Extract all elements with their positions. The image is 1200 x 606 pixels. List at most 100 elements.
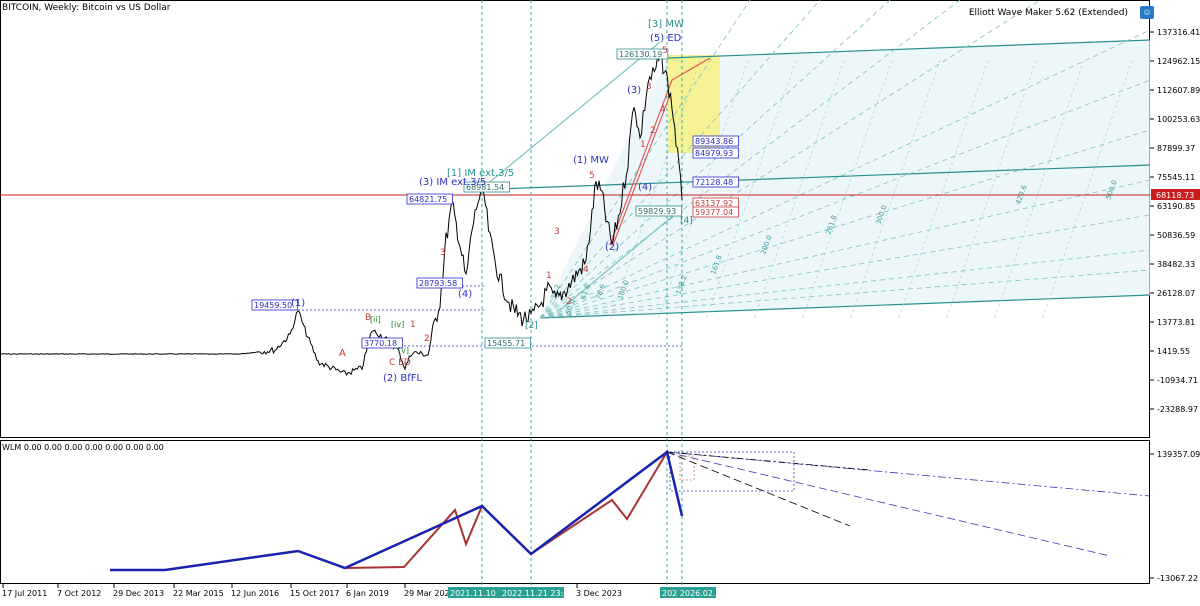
wave-label: 3: [646, 82, 652, 92]
price-label-box: [361, 337, 403, 349]
wave-label: [4]: [680, 216, 693, 226]
fan-line: [539, 129, 1151, 319]
wave-label: (2) BfFL: [383, 373, 422, 384]
wave-label: 3: [440, 248, 446, 258]
channel-bottom-line: [539, 294, 1151, 319]
wlm-blue-line: [110, 449, 684, 572]
wlm-red-line: [110, 449, 683, 571]
wave-label: 2: [424, 334, 430, 344]
wave-label: (1) MW: [573, 155, 609, 166]
time-label: 2021.11.10: [450, 589, 496, 598]
x-tick-label: 22 Mar 2015: [173, 589, 224, 598]
time-label: 202 2026.02.06 02:15: [662, 589, 751, 598]
price-label: 19459.50: [254, 301, 292, 310]
y-tick-label: 100253.63: [1157, 115, 1200, 124]
wave-label: (1): [291, 298, 305, 309]
wave-label: [v]: [398, 346, 409, 355]
price-label-box: [463, 181, 510, 193]
expert-advisor-icon[interactable]: ☺: [1140, 6, 1154, 19]
wave-label: [1] IM ext.3/5: [447, 168, 514, 179]
price-label: 68981.54: [466, 183, 504, 192]
fan-line: [539, 0, 961, 319]
wave-label: 4: [583, 265, 589, 275]
x-tick-label: 29 Mar 2021: [404, 589, 455, 598]
fan-line: [539, 0, 891, 319]
y-tick-label: 38482.33: [1157, 260, 1195, 269]
price-label: 59829.93: [638, 207, 676, 216]
wave-label: C ED: [389, 358, 411, 368]
wave-label: (2): [605, 242, 619, 253]
fan-line: [539, 214, 1151, 319]
wave-label: [3] MW: [648, 19, 684, 30]
wave-label: 2: [566, 297, 572, 307]
wave-label: (5) ED: [650, 33, 682, 44]
price-label: 15455.71: [487, 339, 525, 348]
trend-line-a: [479, 41, 661, 191]
indicator-label: WLM 0.00 0.00 0.00 0.00 0.00 0.00 0.00: [2, 443, 164, 452]
time-label-box: [660, 587, 716, 598]
wave-label: 5: [589, 171, 595, 181]
fan-line: [539, 269, 1151, 319]
time-label-box: [500, 587, 564, 598]
price-label-box: [484, 337, 531, 349]
projection-group: 38.250.061.8 78.6 100.0 138.2161.8200.0261.…: [469, 0, 1151, 321]
price-label-box: [692, 147, 739, 159]
grid-diagonal: [801, 59, 893, 321]
current-price-tag: [1151, 189, 1200, 200]
grid-diagonal: [657, 59, 749, 321]
price-label: 3770.18: [364, 339, 397, 348]
fan-line: [539, 0, 821, 319]
price-label: 64821.75: [409, 195, 447, 204]
wave-label: 5: [662, 46, 668, 56]
grid-diagonal: [897, 59, 989, 321]
wlm-projection: [666, 451, 1111, 557]
y-tick-label: 137316.41: [1157, 28, 1200, 37]
grid-diagonal: [849, 59, 941, 321]
wlm-target-box: [679, 455, 695, 481]
x-tick-label: 6 Jan 2019: [346, 589, 389, 598]
price-label-box: [416, 277, 463, 289]
expert-advisor-label: Elliott Wave Maker 5.62 (Extended): [968, 8, 1128, 18]
channel-upper-line: [469, 164, 1151, 191]
price-series-line: [0, 49, 683, 376]
trend-line-b: [559, 209, 681, 311]
wave-label: [ii]: [370, 315, 381, 324]
y-tick-label: 124962.15: [1157, 57, 1200, 66]
price-label-box: [406, 193, 453, 205]
x-tick-label: 17 Jul 2011: [2, 589, 47, 598]
wave-label: 3: [554, 227, 560, 237]
wlm-projection: [666, 451, 871, 471]
price-label: 59377.04: [695, 208, 733, 217]
wave-label: 2: [650, 126, 656, 136]
wave-line-red: [609, 57, 711, 246]
wave-label: 1: [546, 271, 552, 281]
grid-diagonal: [753, 59, 845, 321]
grid-diagonal: [609, 59, 701, 321]
wlm-group: 139357.09 -13067.22: [110, 449, 1200, 583]
grid-diagonal: [945, 59, 1037, 321]
x-tick-label: 12 Jun 2016: [231, 589, 279, 598]
grid-diagonal: [1041, 59, 1133, 321]
price-label: 126130.19: [619, 50, 662, 59]
fan-line: [539, 0, 751, 319]
y-tick-label: 1419.55: [1157, 347, 1190, 356]
fan-line: [539, 249, 1151, 319]
wave-line-red: [612, 94, 671, 246]
x-tick-label: 7 Oct 2012: [57, 589, 101, 598]
wave-label: A: [339, 348, 346, 359]
x-tick-label: 15 Oct 2017: [290, 589, 339, 598]
wave-label: (4): [458, 289, 472, 300]
y-tick-label: 87899.37: [1157, 144, 1195, 153]
y-tick-label: 112607.89: [1157, 86, 1200, 95]
x-axis: 17 Jul 2011 7 Oct 2012 29 Dec 2013 22 Mar 2…: [2, 584, 751, 598]
symbol-title: BITCOIN, Weekly: Bitcoin vs US Dollar: [2, 3, 171, 13]
y-tick-label: -23288.97: [1157, 405, 1198, 414]
y-tick-label: 75545.11: [1157, 173, 1195, 182]
y-tick-label: 63190.85: [1157, 202, 1195, 211]
grid-diagonal: [705, 59, 797, 321]
wave-label: 1: [640, 140, 646, 150]
y-tick-label: 13773.81: [1157, 318, 1195, 327]
wlm-y-tick-label: -13067.22: [1157, 574, 1198, 583]
